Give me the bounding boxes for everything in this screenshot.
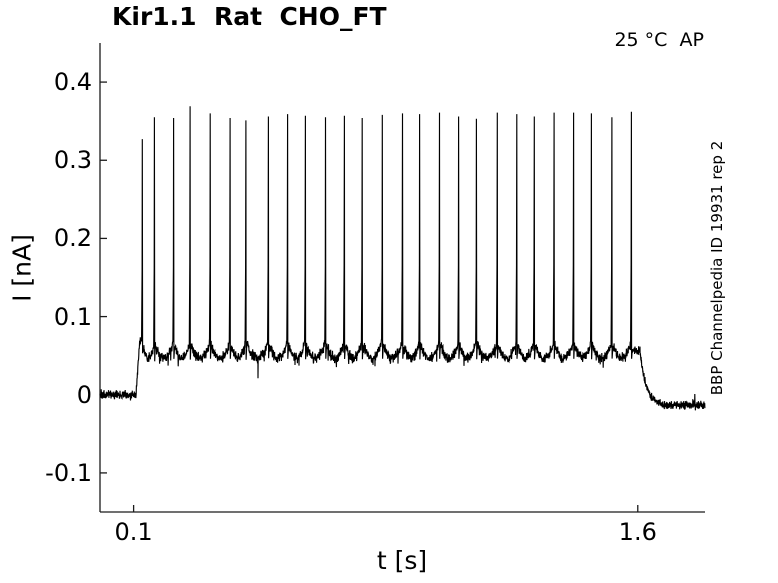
y-tick-label: 0.2 bbox=[53, 224, 92, 253]
y-tick-label: 0.3 bbox=[53, 146, 92, 175]
y-tick-label: 0.4 bbox=[53, 68, 92, 97]
chart-title: Kir1.1 Rat CHO_FT bbox=[112, 2, 387, 31]
y-tick-label: 0.1 bbox=[53, 302, 92, 331]
current-trace bbox=[99, 106, 706, 411]
y-tick-label: -0.1 bbox=[45, 458, 92, 487]
x-tick-label: 0.1 bbox=[114, 518, 153, 546]
temperature-protocol-annotation: 25 °C AP bbox=[614, 29, 704, 51]
x-axis-label: t [s] bbox=[376, 546, 428, 575]
y-tick-label: 0 bbox=[76, 380, 92, 409]
x-tick-label: 1.6 bbox=[618, 518, 657, 546]
